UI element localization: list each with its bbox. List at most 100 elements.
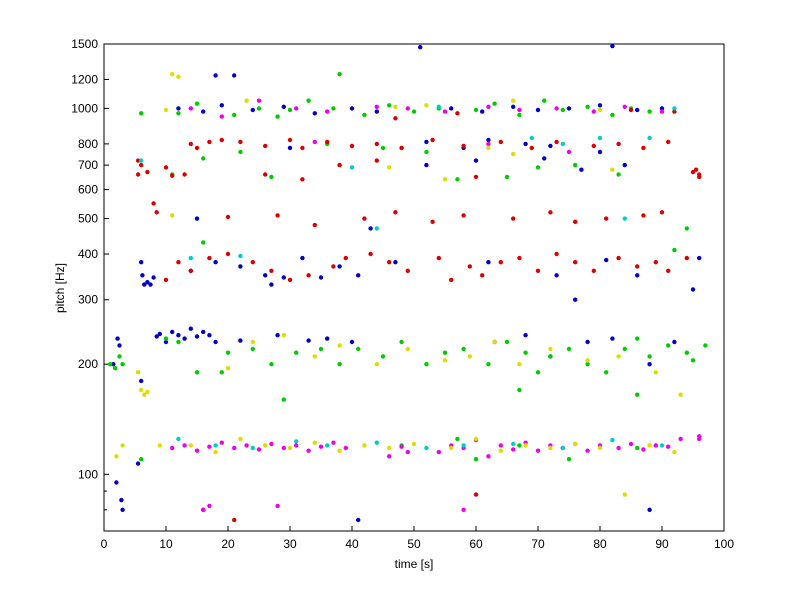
data-point-magenta [281,445,286,451]
data-point-blue [188,326,193,331]
data-point-blue [135,461,141,466]
data-point-magenta [591,109,596,114]
data-point-green [684,350,689,355]
y-tick-label: 1500 [71,37,98,51]
data-point-yellow [387,445,392,451]
data-point-magenta [517,107,522,113]
data-point-yellow [473,436,479,442]
data-point-red [604,216,609,221]
data-point-magenta [461,507,466,512]
data-point-red [548,210,553,215]
data-point-yellow [585,358,590,363]
x-tick-label: 10 [159,537,173,551]
data-point-red [535,268,541,273]
data-point-green [635,445,640,451]
data-point-blue [117,343,122,348]
y-axis: 100 200 300 400 500 600 700 800 1000 1200 1500 [71,37,109,511]
data-point-blue [219,103,224,108]
data-point-blue [287,145,293,151]
data-point-magenta [219,440,224,445]
data-point-red [399,145,404,151]
data-point-red [238,139,243,145]
data-point-blue [523,141,528,147]
data-point-magenta [244,443,249,448]
data-point-magenta [207,503,212,509]
data-point-magenta [535,448,541,453]
data-point-yellow [424,103,429,108]
data-point-red [473,492,479,497]
data-point-blue [349,106,355,111]
data-point-red [182,172,187,177]
data-point-green [356,346,361,352]
data-point-green [238,149,243,155]
data-point-red [393,210,398,215]
data-point-green [225,350,231,355]
data-point-blue [145,280,150,285]
data-point-blue [142,282,147,287]
data-point-red [188,141,193,147]
data-point-red [573,260,578,265]
data-point-red [312,222,317,228]
data-point-blue [139,260,144,265]
data-point-magenta [232,445,237,451]
data-point-red [145,169,150,175]
data-point-magenta [486,141,491,147]
data-point-green [362,112,367,118]
data-point-yellow [337,343,342,348]
data-point-green [331,106,336,111]
data-point-magenta [182,443,187,448]
data-point-red [473,174,479,180]
data-point-green [294,350,299,355]
data-point-magenta [511,447,516,452]
data-point-cyan [461,443,466,448]
data-point-yellow [142,392,147,397]
data-point-yellow [597,107,603,113]
data-point-magenta [653,443,658,448]
data-point-red [517,255,522,261]
data-point-yellow [170,72,175,77]
data-point-magenta [442,109,448,114]
data-point-magenta [275,503,280,509]
data-point-red [405,268,410,273]
data-point-cyan [294,439,299,444]
data-point-green [411,109,417,114]
data-point-blue [337,264,342,269]
data-point-blue [269,282,274,287]
data-point-green [269,174,274,180]
data-point-green [176,339,181,345]
data-point-red [207,255,212,261]
data-point-blue [275,333,280,338]
data-point-yellow [120,443,125,448]
data-point-red [300,145,305,151]
data-point-red [368,251,373,257]
data-point-red [263,172,268,177]
data-point-magenta [566,149,572,155]
data-point-magenta [641,447,646,452]
data-point-blue [238,338,243,343]
data-point-blue [647,507,652,512]
y-tick-label: 400 [78,247,98,261]
y-tick-label: 600 [78,183,98,197]
data-point-red [337,162,342,168]
data-point-blue [473,158,479,163]
data-point-green [604,370,609,375]
data-point-red [430,219,435,224]
plot-frame [103,43,725,532]
data-point-red [628,107,634,113]
data-point-blue [486,260,491,265]
data-point-yellow [678,392,683,397]
data-point-blue [535,107,541,113]
data-point-yellow [362,443,367,448]
data-point-blue [635,107,640,113]
data-point-cyan [374,226,379,231]
data-point-red [135,172,141,177]
data-point-blue [393,260,398,265]
data-point-green [473,457,479,462]
data-point-red [690,169,696,175]
data-point-red [207,139,212,145]
data-point-cyan [560,445,565,451]
data-point-yellow [312,440,317,445]
data-point-blue [148,282,153,287]
data-point-green [256,106,262,111]
data-point-blue [349,339,355,345]
